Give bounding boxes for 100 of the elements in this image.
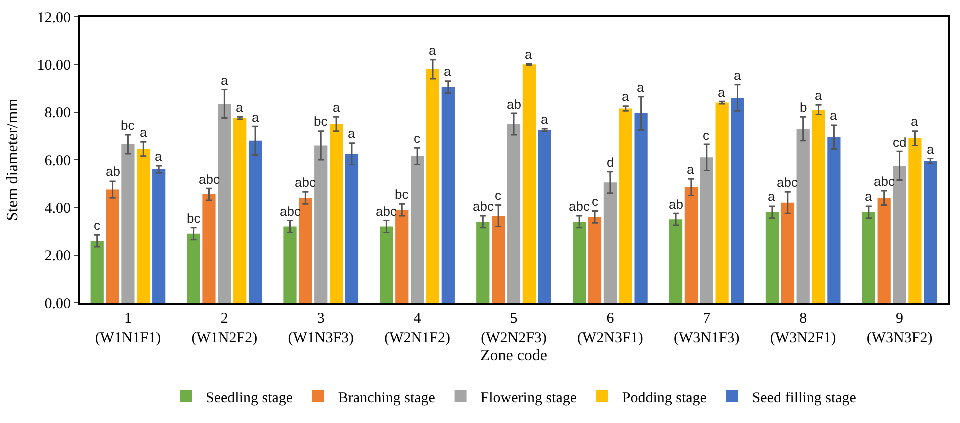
bar [411, 156, 424, 303]
data-label: cd [893, 135, 907, 150]
bar [573, 222, 586, 303]
bar [218, 104, 232, 303]
data-label: a [236, 100, 244, 115]
data-label: abc [376, 204, 398, 219]
bar [862, 212, 876, 303]
bar [248, 140, 262, 303]
data-label: a [718, 85, 726, 100]
bar [700, 158, 714, 303]
x-axis-title: Zone code [480, 348, 548, 365]
data-label: a [865, 189, 873, 204]
data-label: bc [187, 211, 202, 226]
bar [634, 114, 648, 303]
data-label: bc [395, 187, 410, 202]
bar [476, 222, 490, 303]
bar [716, 102, 729, 303]
data-label: a [637, 80, 645, 95]
x-tick-label: 3 (W1N3F3) [288, 311, 354, 346]
data-label: a [333, 100, 341, 115]
data-label: abc [874, 174, 896, 189]
bar [669, 220, 683, 303]
bar [908, 138, 922, 303]
bar [380, 226, 394, 303]
y-tick-label: 0.00 [44, 296, 71, 312]
bar [924, 161, 938, 303]
y-tick-label: 10.00 [37, 58, 71, 74]
y-tick-label: 12.00 [37, 10, 71, 26]
data-label: a [444, 64, 452, 79]
bar [396, 210, 409, 303]
bar [202, 194, 216, 303]
legend-label: Flowering stage [480, 390, 578, 406]
data-label: a [911, 114, 919, 129]
data-label: a [687, 162, 695, 177]
bar [314, 146, 328, 303]
bar [878, 198, 891, 303]
data-label: abc [777, 175, 798, 190]
data-label: c [94, 218, 101, 233]
bar [426, 69, 440, 303]
bar [442, 87, 455, 303]
data-label: a [525, 47, 533, 62]
data-label: abc [569, 199, 590, 214]
data-label: a [815, 88, 823, 103]
x-tick-label: 5 (W2N2F3) [481, 311, 547, 346]
bar [106, 190, 120, 303]
bar [828, 137, 841, 303]
x-tick-label: 6 (W2N3F1) [578, 311, 644, 346]
y-tick-label: 4.00 [44, 200, 71, 217]
data-label: a [768, 189, 776, 204]
data-label: abc [473, 199, 494, 214]
bar [90, 241, 104, 303]
bar [299, 198, 312, 303]
y-axis-title: Stem diameter/mm [4, 98, 22, 222]
bar [137, 149, 150, 303]
legend-label: Branching stage [338, 390, 436, 406]
bar [122, 144, 135, 303]
bar [796, 129, 810, 303]
legend-label: Podding stage [622, 390, 708, 406]
bar [522, 64, 536, 303]
data-label: a [252, 110, 260, 125]
bar [781, 202, 794, 303]
data-label: ab [507, 97, 522, 112]
data-label: a [429, 43, 437, 58]
data-label: ab [106, 164, 120, 179]
y-tick-label: 8.00 [44, 106, 71, 122]
bar [234, 118, 247, 303]
data-label: a [622, 89, 630, 104]
bar [538, 130, 552, 303]
bar [507, 124, 521, 303]
data-label: c [703, 128, 710, 143]
bar [588, 217, 602, 303]
bar [766, 212, 780, 303]
bar [330, 124, 344, 303]
data-label: a [348, 126, 356, 141]
data-label: a [830, 108, 838, 123]
legend-label: Seed filling stage [752, 390, 857, 406]
bar [284, 226, 297, 303]
data-label: a [221, 73, 229, 88]
x-tick-label: 1 (W1N1F1) [95, 311, 162, 346]
bar [152, 170, 166, 303]
y-tick-label: 2.00 [44, 248, 71, 265]
x-tick-label: 8 (W3N2F1) [770, 311, 836, 346]
y-tick-label: 6.00 [44, 153, 71, 170]
x-tick-label: 2 (W1N2F2) [192, 311, 258, 346]
bar [731, 98, 744, 303]
data-label: a [734, 68, 742, 83]
bar [187, 234, 200, 303]
data-label: a [541, 112, 549, 127]
data-label: bc [314, 114, 328, 129]
bar [893, 166, 906, 303]
data-label: ab [669, 197, 684, 212]
x-tick-label: 4 (W2N1F2) [384, 311, 450, 346]
bar [345, 154, 359, 303]
bar [492, 216, 506, 303]
bar [604, 182, 617, 303]
data-label: bc [121, 118, 136, 133]
data-label: c [414, 131, 421, 146]
data-label: a [155, 149, 163, 164]
data-label: b [800, 100, 808, 115]
data-label: a [140, 125, 148, 140]
